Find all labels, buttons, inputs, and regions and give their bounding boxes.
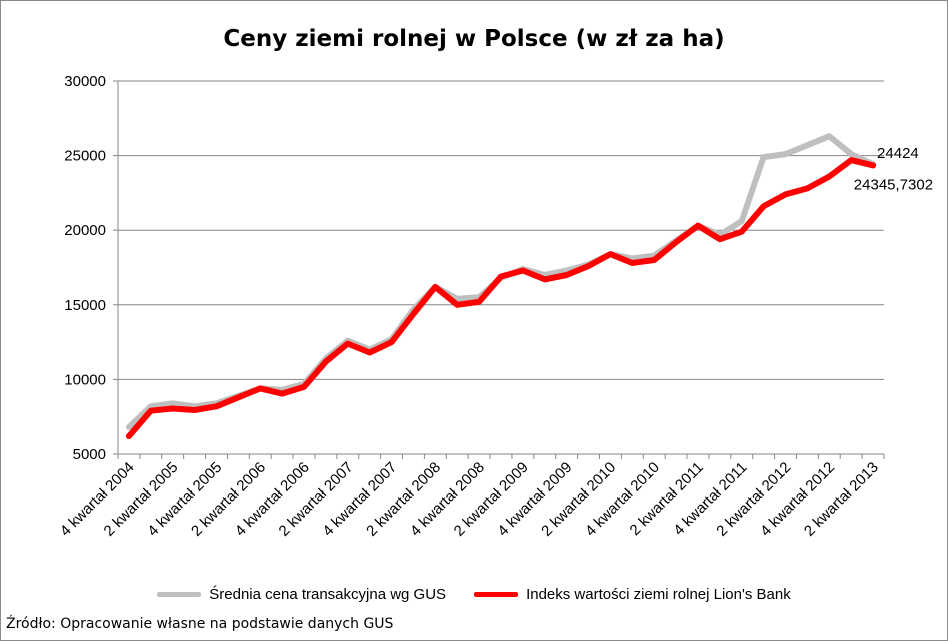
data-point [763, 206, 764, 207]
data-point [676, 242, 677, 243]
axes [113, 80, 885, 459]
data-point [829, 136, 830, 137]
data-point [194, 409, 195, 410]
data-point [785, 154, 786, 155]
data-point [807, 145, 808, 146]
data-point [632, 263, 633, 264]
data-point [457, 298, 458, 299]
data-point [172, 403, 173, 404]
data-point [194, 406, 195, 407]
source-note: Źródło: Opracowanie własne na podstawie … [6, 616, 394, 632]
legend-label-gus: Średnia cena transakcyjna wg GUS [209, 586, 447, 603]
data-point [873, 165, 874, 166]
chart-title: Ceny ziemi rolnej w Polsce (w zł za ha) [223, 26, 725, 52]
y-tick-label: 5000 [73, 446, 106, 463]
legend: Średnia cena transakcyjna wg GUS Indeks … [0, 586, 948, 603]
data-point [741, 231, 742, 232]
y-tick-labels: 5000 10000 15000 20000 25000 30000 [64, 73, 106, 463]
data-point [719, 234, 720, 235]
data-point [128, 427, 129, 428]
data-point [304, 386, 305, 387]
data-point [282, 393, 283, 394]
legend-item-lions: Indeks wartości ziemi rolnej Lion's Bank [474, 586, 791, 603]
data-point [325, 361, 326, 362]
legend-swatch-gus [157, 592, 202, 597]
data-point [807, 188, 808, 189]
data-point [391, 342, 392, 343]
legend-item-gus: Średnia cena transakcyjna wg GUS [157, 586, 446, 603]
data-point [282, 389, 283, 390]
y-tick-label: 25000 [64, 148, 106, 165]
data-point [260, 388, 261, 389]
data-point [435, 286, 436, 287]
data-point [697, 225, 698, 226]
y-tick-label: 20000 [64, 222, 106, 239]
series-lines [125, 133, 877, 440]
data-point [566, 270, 567, 271]
data-point [150, 406, 151, 407]
legend-swatch-lions [474, 592, 519, 597]
series-line-0 [125, 133, 877, 431]
data-point [829, 176, 830, 177]
data-point [610, 254, 611, 255]
series-line-1 [125, 157, 877, 440]
y-tick-label: 30000 [64, 73, 106, 90]
data-point [851, 160, 852, 161]
data-point [654, 260, 655, 261]
gridlines [118, 80, 884, 380]
data-label-lions: 24345,7302 [854, 176, 933, 193]
data-point [479, 301, 480, 302]
data-point [501, 276, 502, 277]
data-point [216, 406, 217, 407]
data-point [150, 410, 151, 411]
data-label-gus: 24424 [877, 145, 919, 162]
data-point [172, 408, 173, 409]
y-tick-label: 10000 [64, 371, 106, 388]
data-point [741, 221, 742, 222]
data-point [128, 436, 129, 437]
data-point [457, 304, 458, 305]
data-point [566, 274, 567, 275]
data-point [413, 313, 414, 314]
legend-label-lions: Indeks wartości ziemi rolnej Lion's Bank [526, 586, 791, 603]
data-point [238, 397, 239, 398]
data-point [544, 274, 545, 275]
data-point [719, 239, 720, 240]
data-point [785, 194, 786, 195]
end-labels: 24424 24345,7302 [854, 145, 933, 193]
data-point [347, 343, 348, 344]
x-tick-label: 4 kwartał 2004 [57, 459, 138, 540]
data-point [522, 270, 523, 271]
data-point [763, 157, 764, 158]
data-point [632, 258, 633, 259]
y-tick-label: 15000 [64, 297, 106, 314]
data-point [369, 352, 370, 353]
data-point [588, 266, 589, 267]
data-point [544, 279, 545, 280]
data-point [851, 154, 852, 155]
